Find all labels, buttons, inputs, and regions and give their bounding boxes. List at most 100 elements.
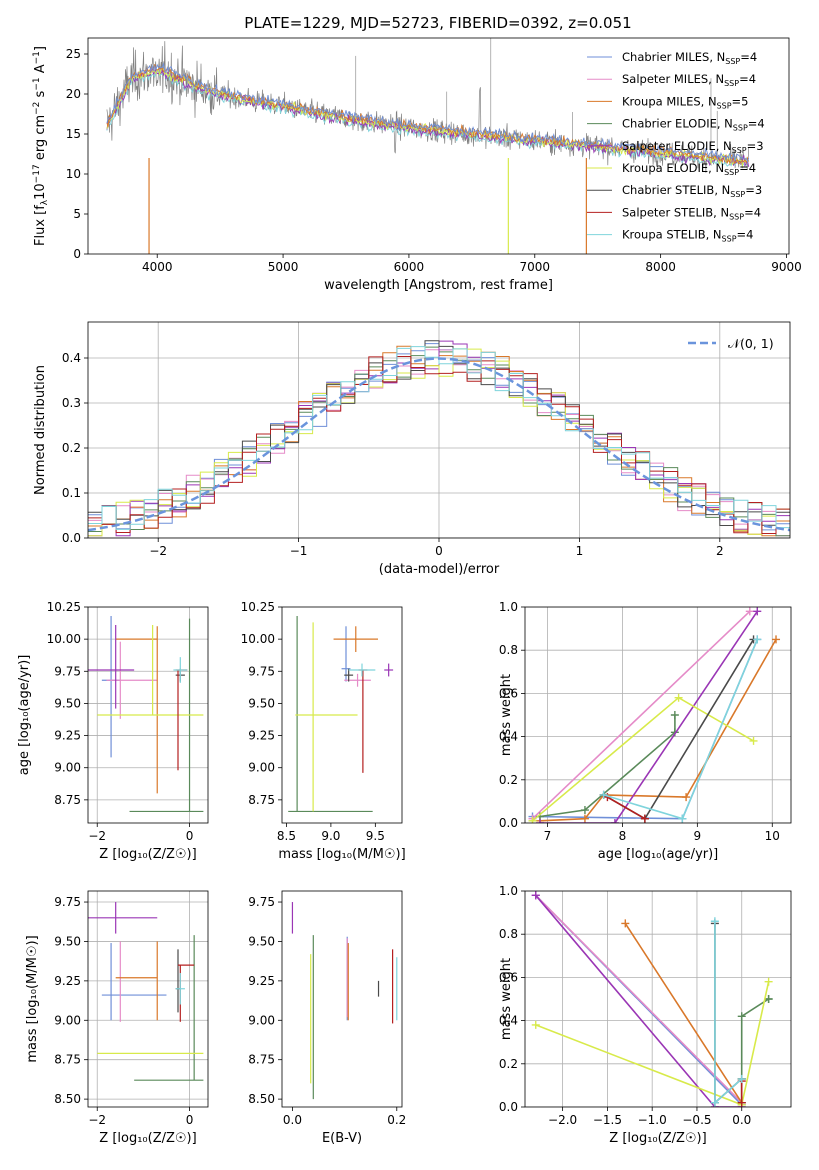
y-tick-label: 10.00 xyxy=(241,632,275,646)
weight-marker xyxy=(710,917,719,926)
y-tick-label: 10 xyxy=(66,167,81,181)
figure-title: PLATE=1229, MJD=52723, FIBERID=0392, z=0… xyxy=(244,14,631,32)
y-tick-label: 20 xyxy=(66,87,81,101)
spectrum-legend: Chabrier MILES, NSSP=4 Salpeter MILES, NS… xyxy=(587,50,765,244)
x-tick-label: 9 xyxy=(694,829,702,843)
weight-marker xyxy=(580,814,589,823)
model-spectrum-line xyxy=(106,64,750,165)
x-tick-label: −2 xyxy=(149,544,167,558)
x-tick-label: 0.0 xyxy=(283,1113,302,1127)
model-spectrum-line xyxy=(106,62,750,164)
axes-frame xyxy=(524,890,792,1108)
y-axis-label: mass [log₁₀(M/M☉)] xyxy=(25,935,40,1062)
y-tick-label: 9.00 xyxy=(54,1013,81,1027)
plot-area xyxy=(88,322,790,538)
x-axis-label: E(B-V) xyxy=(322,1131,362,1146)
y-tick-label: 0.4 xyxy=(62,351,81,365)
y-tick-label: 9.75 xyxy=(54,895,81,909)
x-tick-label: 0 xyxy=(186,829,194,843)
y-tick-label: 9.50 xyxy=(54,696,81,710)
legend-label: Salpeter STELIB, NSSP=4 xyxy=(622,205,761,221)
panel-age_vs_mass: 8.5 9.0 9.5 8.75 9.00 9.25 9.50 9.75 10.00 10.25 m… xyxy=(241,600,406,862)
y-tick-label: 9.75 xyxy=(248,895,275,909)
panel-mass_vs_Z: −2 0 8.50 8.75 9.00 9.25 9.50 9.75 Z [log₁₀(Z/Z☉… xyxy=(25,890,209,1146)
legend-label: Salpeter ELODIE, NSSP=3 xyxy=(622,139,764,155)
weight-marker xyxy=(764,977,773,986)
normal-curve-line xyxy=(88,357,790,532)
y-tick-label: 9.25 xyxy=(54,974,81,988)
y-tick-label: 25 xyxy=(66,47,81,61)
weight-marker xyxy=(674,693,683,702)
x-tick-label: −2 xyxy=(88,1113,106,1127)
weight-marker xyxy=(710,1098,719,1107)
x-tick-label: 9000 xyxy=(771,260,802,274)
weight-line xyxy=(539,639,777,822)
y-tick-label: 0.3 xyxy=(62,396,81,410)
weight-line xyxy=(714,921,743,1105)
plot-area xyxy=(288,616,394,813)
x-tick-label: 0 xyxy=(186,1113,194,1127)
weight-marker xyxy=(640,814,649,823)
axes-frame xyxy=(87,890,209,1108)
x-tick-label: −1.5 xyxy=(593,1113,622,1127)
y-tick-label: 0.4 xyxy=(499,730,518,744)
x-tick-label: 0.2 xyxy=(387,1113,406,1127)
weight-marker xyxy=(737,1074,746,1083)
y-tick-label: 8.75 xyxy=(54,793,81,807)
y-tick-label: 5 xyxy=(73,207,81,221)
x-tick-label: 4000 xyxy=(142,260,173,274)
axes-frame xyxy=(87,606,209,824)
panel-weight_vs_age: 7 8 9 10 0.0 0.2 0.4 0.6 0.8 1.0 age [log₁₀(age/yr… xyxy=(499,600,792,862)
x-axis-label: wavelength [Angstrom, rest frame] xyxy=(324,278,553,293)
weight-marker xyxy=(764,995,773,1003)
weight-marker xyxy=(599,790,608,799)
x-tick-label: −2.0 xyxy=(548,1113,577,1127)
plot-area xyxy=(291,902,398,1100)
weight-marker xyxy=(528,816,537,823)
histogram-line xyxy=(88,340,790,526)
legend-label: Chabrier STELIB, NSSP=3 xyxy=(622,183,762,199)
plot-area xyxy=(525,891,791,1107)
x-tick-label: 0.0 xyxy=(732,1113,751,1127)
legend-label: Chabrier ELODIE, NSSP=4 xyxy=(622,117,765,133)
panel-spectrum: 4000 5000 6000 7000 8000 9000 0 5 10 15 20 25 wavele… xyxy=(32,37,802,293)
x-axis-label: age [log₁₀(age/yr)] xyxy=(598,847,719,862)
y-tick-label: 9.25 xyxy=(248,729,275,743)
x-tick-label: 7000 xyxy=(520,260,551,274)
weight-line xyxy=(540,610,758,823)
weight-marker xyxy=(610,819,619,823)
panel-mass_vs_ebv: 0.0 0.2 8.50 8.75 9.00 9.25 9.50 9.75 E(B-V) xyxy=(248,890,406,1146)
histogram-line xyxy=(88,348,790,537)
axes-frame xyxy=(281,890,403,1108)
weight-marker xyxy=(580,806,589,815)
y-tick-label: 9.75 xyxy=(54,664,81,678)
y-tick-label: 8.75 xyxy=(248,1053,275,1067)
y-axis-label: mass weight xyxy=(499,958,514,1040)
weight-line xyxy=(535,894,743,1104)
axes-frame xyxy=(524,606,792,824)
weight-line xyxy=(531,610,751,820)
y-axis-label: Flux [fλ10−17 erg cm−2 s−1 A−1] xyxy=(32,46,50,246)
x-tick-label: 8.5 xyxy=(277,829,296,843)
legend-label: 𝒩(0, 1) xyxy=(728,336,774,351)
y-tick-label: 0.2 xyxy=(499,1057,518,1071)
x-tick-label: 6000 xyxy=(394,260,425,274)
y-tick-label: 8.75 xyxy=(54,1053,81,1067)
x-tick-label: 5000 xyxy=(268,260,299,274)
x-tick-label: 10 xyxy=(765,829,780,843)
x-tick-label: 8000 xyxy=(645,260,676,274)
x-tick-label: 8 xyxy=(619,829,627,843)
y-axis-label: age [log₁₀(age/yr)] xyxy=(17,655,32,776)
weight-line xyxy=(607,796,646,820)
plot-area xyxy=(88,607,208,823)
plot-area xyxy=(525,607,791,823)
y-tick-label: 0.0 xyxy=(499,816,518,830)
y-tick-label: 0.8 xyxy=(499,927,518,941)
y-tick-label: 0.2 xyxy=(499,773,518,787)
y-tick-label: 0.6 xyxy=(499,970,518,984)
y-tick-label: 9.00 xyxy=(248,761,275,775)
weight-marker xyxy=(737,1098,746,1107)
plot-area xyxy=(88,891,208,1107)
weight-marker xyxy=(737,1012,746,1021)
weight-marker xyxy=(621,919,630,928)
